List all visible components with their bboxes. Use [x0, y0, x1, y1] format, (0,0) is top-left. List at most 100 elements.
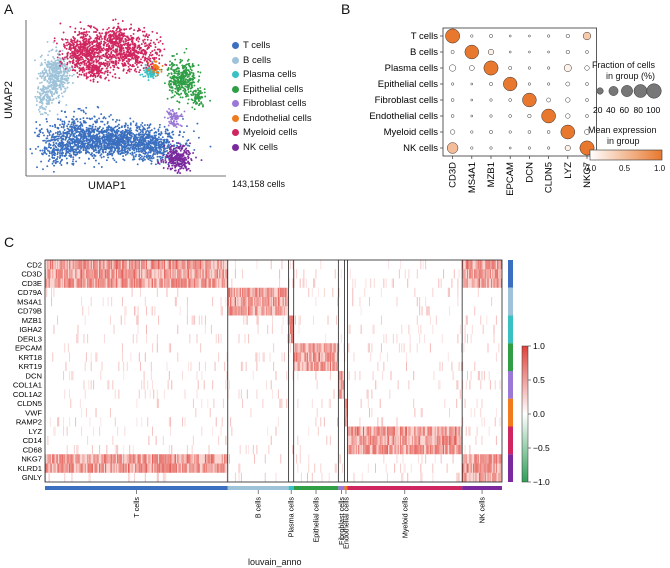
- umap-point: [43, 151, 45, 154]
- umap-point: [130, 40, 133, 43]
- umap-point: [36, 95, 39, 98]
- umap-point: [85, 68, 88, 71]
- umap-point: [79, 21, 82, 24]
- umap-point: [148, 65, 151, 68]
- umap-point: [84, 46, 87, 49]
- umap-point: [149, 135, 152, 138]
- umap-point: [78, 73, 81, 76]
- umap-point: [139, 29, 142, 32]
- umap-point: [173, 125, 175, 127]
- umap-point: [50, 84, 52, 87]
- umap-point: [59, 154, 62, 157]
- umap-point: [124, 64, 127, 67]
- umap-point: [95, 151, 98, 154]
- umap-point: [61, 149, 64, 152]
- umap-point: [185, 142, 188, 145]
- umap-point: [84, 44, 87, 47]
- umap-point: [140, 133, 142, 136]
- umap-point: [141, 30, 144, 33]
- umap-point: [97, 152, 100, 154]
- umap-point: [156, 137, 159, 140]
- umap-point: [168, 120, 171, 123]
- umap-point: [83, 133, 86, 136]
- umap-point: [66, 79, 69, 82]
- umap-point: [148, 43, 151, 46]
- umap-point: [149, 150, 152, 153]
- umap-point: [115, 37, 118, 40]
- umap-point: [161, 54, 163, 57]
- umap-point: [89, 44, 91, 47]
- umap-point: [77, 60, 80, 63]
- umap-point: [134, 146, 137, 149]
- umap-point: [89, 48, 92, 51]
- umap-point: [97, 150, 100, 152]
- umap-point: [168, 135, 170, 138]
- umap-point: [43, 77, 46, 80]
- umap-point: [194, 95, 197, 98]
- umap-point: [95, 140, 98, 143]
- umap-point: [35, 104, 38, 106]
- heatmap-cell: [61, 260, 63, 270]
- umap-point: [187, 167, 190, 170]
- umap-point: [59, 50, 61, 53]
- umap-point: [199, 97, 202, 100]
- umap-point: [171, 156, 174, 159]
- umap-point: [52, 41, 55, 44]
- umap-point: [141, 150, 144, 153]
- umap-point: [184, 75, 187, 78]
- umap-point: [38, 110, 41, 113]
- umap-point: [81, 54, 84, 57]
- umap-point: [57, 137, 60, 140]
- umap-point: [154, 60, 157, 63]
- umap-point: [72, 59, 75, 61]
- umap-point: [106, 120, 109, 123]
- umap-point: [153, 127, 156, 130]
- umap-point: [182, 75, 185, 78]
- umap-point: [148, 155, 151, 158]
- umap-point: [55, 46, 58, 49]
- umap-point: [123, 28, 126, 31]
- umap-point: [101, 37, 103, 40]
- umap-point: [76, 56, 79, 59]
- umap-point: [159, 157, 162, 160]
- umap-point: [113, 135, 116, 138]
- umap-point: [66, 162, 69, 165]
- umap-point: [36, 166, 38, 169]
- umap-point: [102, 151, 105, 154]
- umap-point: [77, 138, 80, 140]
- umap-point: [122, 34, 125, 37]
- umap-point: [154, 64, 157, 67]
- umap-point: [175, 149, 178, 152]
- umap-point: [192, 92, 195, 95]
- umap-point: [49, 130, 52, 133]
- umap-point: [167, 124, 170, 127]
- umap-point: [40, 128, 43, 130]
- umap-point: [69, 25, 72, 28]
- umap-point: [138, 158, 141, 161]
- umap-point: [98, 143, 101, 146]
- dotplot-row-label: Epithelial cells: [378, 79, 438, 90]
- umap-point: [53, 152, 56, 155]
- dotplot-dot: [508, 50, 512, 54]
- umap-point: [62, 81, 65, 84]
- dotplot-dot: [547, 50, 550, 54]
- umap-point: [121, 58, 124, 61]
- umap-point: [170, 96, 173, 99]
- umap-point: [120, 39, 123, 42]
- umap-point: [149, 57, 152, 60]
- umap-point: [89, 56, 92, 59]
- heatmap-cell: [49, 260, 51, 270]
- umap-point: [97, 162, 100, 165]
- umap-point: [128, 60, 131, 63]
- umap-point: [130, 68, 132, 71]
- umap-point: [97, 66, 99, 69]
- umap-point: [128, 136, 130, 139]
- umap-point: [39, 75, 42, 78]
- umap-point: [63, 45, 66, 48]
- umap-point: [117, 130, 120, 133]
- umap-point: [164, 159, 167, 162]
- umap-point: [51, 162, 54, 165]
- umap-point: [192, 101, 195, 104]
- umap-point: [118, 136, 120, 139]
- umap-point: [59, 151, 61, 153]
